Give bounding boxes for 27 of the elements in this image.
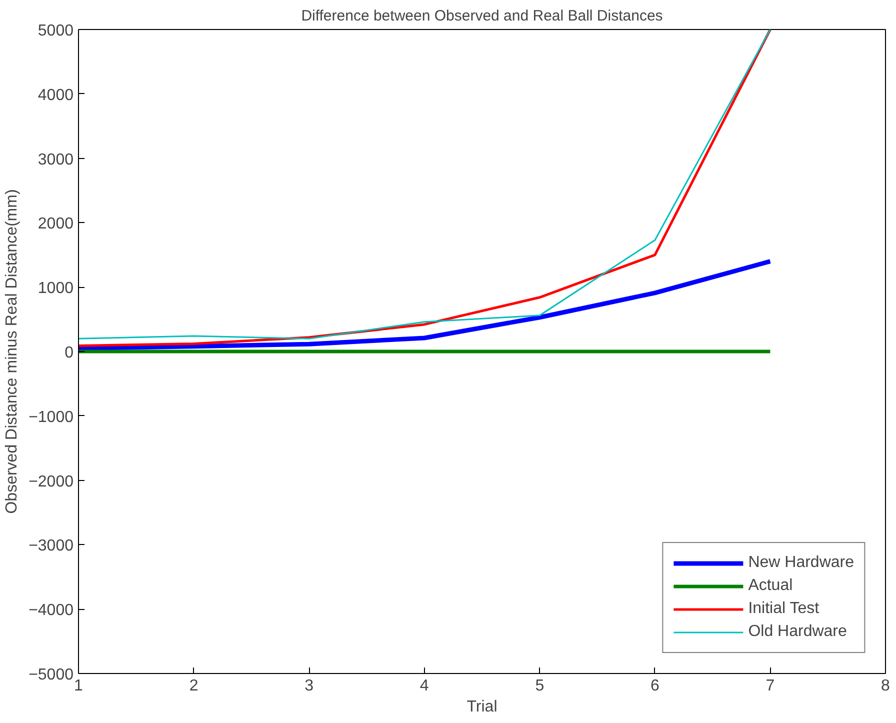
y-tick-label: −1000 bbox=[28, 408, 74, 426]
y-axis-title: Observed Distance minus Real Distance(mm) bbox=[4, 189, 21, 514]
x-tick-label: 5 bbox=[535, 678, 544, 694]
y-tick-label: −2000 bbox=[28, 473, 74, 490]
x-tick-label: 2 bbox=[189, 678, 198, 694]
chart-title: Difference between Observed and Real Ball Distances bbox=[301, 8, 663, 24]
y-tick-label: −3000 bbox=[28, 538, 74, 555]
x-tick-label: 7 bbox=[766, 678, 775, 694]
y-tick-label: −4000 bbox=[28, 602, 74, 620]
y-tick-label: 2000 bbox=[38, 216, 74, 233]
y-tick-label: 4000 bbox=[38, 86, 74, 104]
x-tick-label: 1 bbox=[74, 678, 84, 694]
legend-label: Old Hardware bbox=[748, 623, 847, 641]
x-tick-label: 8 bbox=[881, 678, 890, 694]
line-series bbox=[78, 259, 772, 351]
y-tick-label: 5000 bbox=[38, 22, 74, 40]
y-tick-label: −5000 bbox=[28, 666, 74, 684]
x-tick-label: 6 bbox=[650, 678, 660, 694]
legend-label: Actual bbox=[748, 577, 793, 595]
legend-label: Initial Test bbox=[748, 600, 820, 618]
x-tick-label: 4 bbox=[420, 678, 429, 694]
y-tick-label: 1000 bbox=[38, 280, 74, 298]
legend-label: New Hardware bbox=[748, 554, 854, 572]
x-axis-title: Trial bbox=[466, 698, 498, 716]
y-tick-label: 3000 bbox=[38, 151, 74, 168]
x-tick-label: 3 bbox=[304, 678, 314, 694]
y-tick-label: 0 bbox=[64, 344, 74, 362]
